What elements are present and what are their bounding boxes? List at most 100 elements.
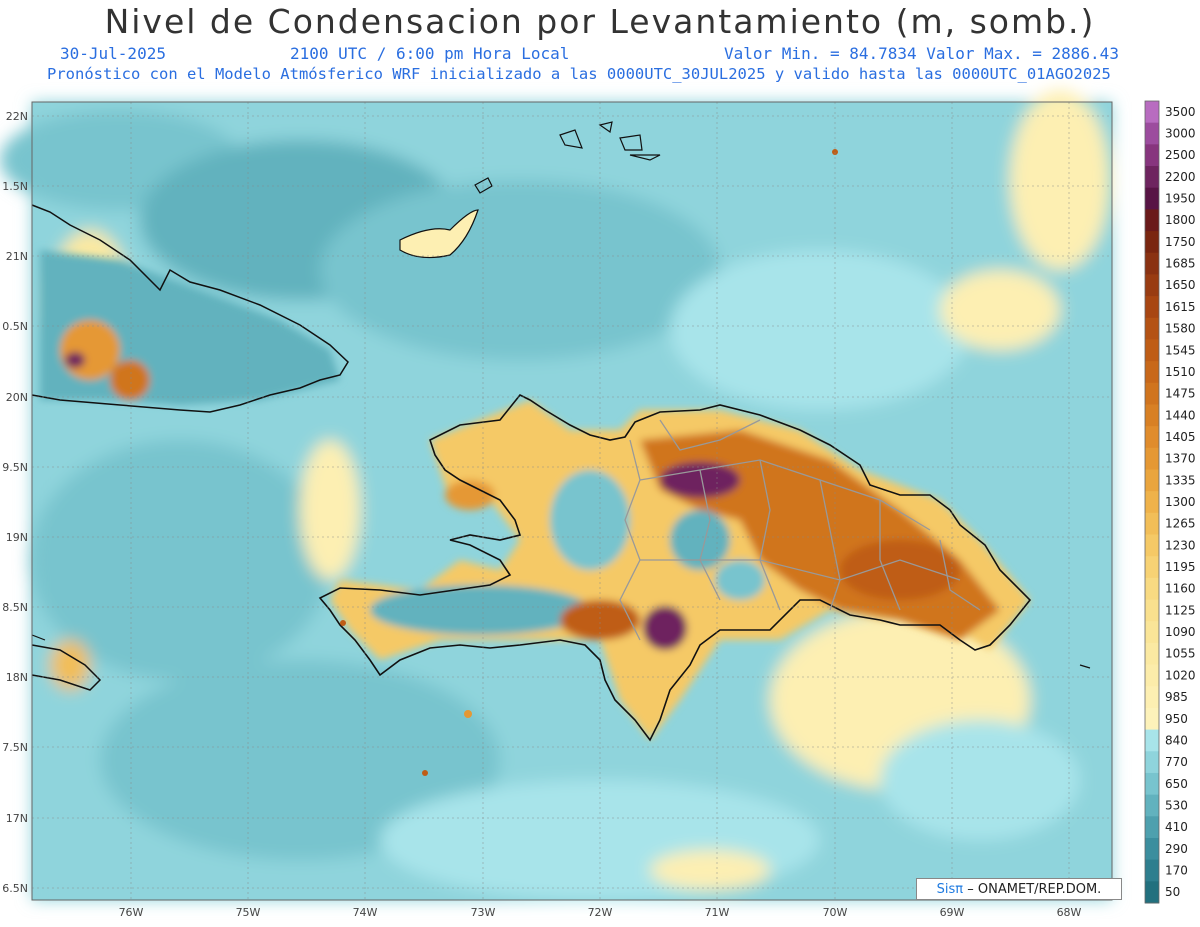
lon-label: 71W bbox=[705, 906, 730, 919]
colorbar-label: 840 bbox=[1165, 733, 1188, 747]
lat-label: 19N bbox=[6, 531, 28, 544]
colorbar-label: 1405 bbox=[1165, 430, 1196, 444]
colorbar-swatch bbox=[1145, 751, 1159, 774]
colorbar-swatch bbox=[1145, 707, 1159, 731]
colorbar-swatch bbox=[1145, 404, 1159, 427]
colorbar-swatch bbox=[1145, 187, 1159, 210]
lat-label: 1.5N bbox=[2, 180, 28, 193]
colorbar-swatch bbox=[1145, 534, 1159, 557]
shading-field bbox=[0, 90, 1112, 900]
colorbar-label: 290 bbox=[1165, 842, 1188, 856]
convective-spot bbox=[422, 770, 428, 776]
colorbar-swatch bbox=[1145, 664, 1159, 687]
lat-label: 22N bbox=[6, 110, 28, 123]
colorbar-label: 1685 bbox=[1165, 257, 1196, 271]
colorbar-label: 985 bbox=[1165, 690, 1188, 704]
colorbar-swatch bbox=[1145, 729, 1159, 752]
colorbar-swatch bbox=[1145, 599, 1159, 622]
colorbar-swatch bbox=[1145, 166, 1159, 189]
lon-label: 68W bbox=[1057, 906, 1082, 919]
colorbar-label: 1265 bbox=[1165, 517, 1196, 531]
colorbar-swatch bbox=[1145, 556, 1159, 579]
colorbar-label: 1020 bbox=[1165, 668, 1196, 682]
lat-label: 9.5N bbox=[2, 461, 28, 474]
colorbar-swatch bbox=[1145, 816, 1159, 839]
convective-spot bbox=[340, 620, 346, 626]
lat-label: 20N bbox=[6, 391, 28, 404]
colorbar-swatch bbox=[1145, 621, 1159, 644]
lat-label: 8.5N bbox=[2, 601, 28, 614]
colorbar-label: 1160 bbox=[1165, 582, 1196, 596]
colorbar: 3500 3000 2500 2200 1950 1800 1750 1685 1650 1615… bbox=[1144, 100, 1196, 904]
colorbar-swatch bbox=[1145, 642, 1159, 666]
colorbar-label: 650 bbox=[1165, 777, 1188, 791]
lat-label: 21N bbox=[6, 250, 28, 263]
colorbar-swatch bbox=[1145, 469, 1159, 492]
colorbar-label: 1195 bbox=[1165, 560, 1196, 574]
colorbar-label: 1090 bbox=[1165, 625, 1196, 639]
colorbar-label: 2500 bbox=[1165, 148, 1196, 162]
island-shading bbox=[330, 400, 1030, 740]
lon-label: 73W bbox=[471, 906, 496, 919]
lon-label: 69W bbox=[940, 906, 965, 919]
colorbar-label: 3500 bbox=[1165, 105, 1196, 119]
colorbar-swatch bbox=[1145, 339, 1159, 362]
colorbar-label: 770 bbox=[1165, 755, 1188, 769]
colorbar-label: 1580 bbox=[1165, 322, 1196, 336]
caicos-islands bbox=[598, 121, 661, 161]
colorbar-label: 1545 bbox=[1165, 343, 1196, 357]
colorbar-label: 1440 bbox=[1165, 408, 1196, 422]
valid-date: 30-Jul-2025 bbox=[60, 44, 166, 63]
latitude-labels: 22N 1.5N 21N 0.5N 20N 9.5N 19N 8.5N 18N … bbox=[2, 110, 28, 895]
colorbar-swatch bbox=[1145, 577, 1159, 601]
colorbar-label: 1125 bbox=[1165, 603, 1196, 617]
valid-time: 2100 UTC / 6:00 pm Hora Local bbox=[290, 44, 570, 63]
longitude-labels: 76W 75W 74W 73W 72W 71W 70W 69W 68W bbox=[119, 906, 1082, 919]
hispaniola-coastline bbox=[318, 393, 1032, 742]
colorbar-label: 1230 bbox=[1165, 538, 1196, 552]
lat-label: 7.5N bbox=[2, 741, 28, 754]
lon-label: 76W bbox=[119, 906, 144, 919]
colorbar-label: 1750 bbox=[1165, 235, 1196, 249]
colorbar-label: 3000 bbox=[1165, 127, 1196, 141]
lon-label: 75W bbox=[236, 906, 261, 919]
colorbar-swatch bbox=[1145, 491, 1159, 514]
colorbar-swatch bbox=[1145, 252, 1159, 275]
colorbar-label: 1055 bbox=[1165, 647, 1196, 661]
colorbar-label: 530 bbox=[1165, 798, 1188, 812]
turks-caicos-islet bbox=[559, 129, 583, 149]
colorbar-label: 1335 bbox=[1165, 473, 1196, 487]
credit-box: Sisπ – ONAMET/REP.DOM. bbox=[916, 878, 1122, 900]
colorbar-swatch bbox=[1145, 231, 1159, 254]
colorbar-swatch bbox=[1145, 859, 1159, 882]
colorbar-swatch bbox=[1145, 772, 1159, 796]
credit-text: – ONAMET/REP.DOM. bbox=[967, 882, 1102, 897]
colorbar-label: 2200 bbox=[1165, 170, 1196, 184]
cuba-shading bbox=[40, 250, 340, 405]
lat-label: 6.5N bbox=[2, 882, 28, 895]
colorbar-frame bbox=[1144, 100, 1160, 904]
lon-label: 70W bbox=[823, 906, 848, 919]
lon-label: 72W bbox=[588, 906, 613, 919]
colorbar-label: 1510 bbox=[1165, 365, 1196, 379]
colorbar-swatch bbox=[1145, 274, 1159, 297]
colorbar-swatch bbox=[1145, 122, 1159, 145]
jamaica-coastline bbox=[31, 644, 102, 691]
map-title: Nivel de Condensacion por Levantamiento … bbox=[104, 2, 1096, 41]
colorbar-swatch bbox=[1145, 101, 1159, 124]
colorbar-swatch bbox=[1145, 361, 1159, 384]
colorbar-swatch bbox=[1145, 447, 1159, 470]
lat-label: 18N bbox=[6, 671, 28, 684]
colorbar-label: 1650 bbox=[1165, 278, 1196, 292]
graticule bbox=[32, 102, 1112, 900]
great-inagua-island bbox=[399, 209, 479, 259]
lon-label: 74W bbox=[353, 906, 378, 919]
colorbar-swatch bbox=[1145, 794, 1159, 817]
colorbar-swatch bbox=[1145, 296, 1159, 319]
colorbar-label: 410 bbox=[1165, 820, 1188, 834]
colorbar-swatch bbox=[1145, 382, 1159, 405]
lat-label: 17N bbox=[6, 812, 28, 825]
colorbar-swatch bbox=[1145, 686, 1159, 709]
colorbar-label: 1615 bbox=[1165, 300, 1196, 314]
